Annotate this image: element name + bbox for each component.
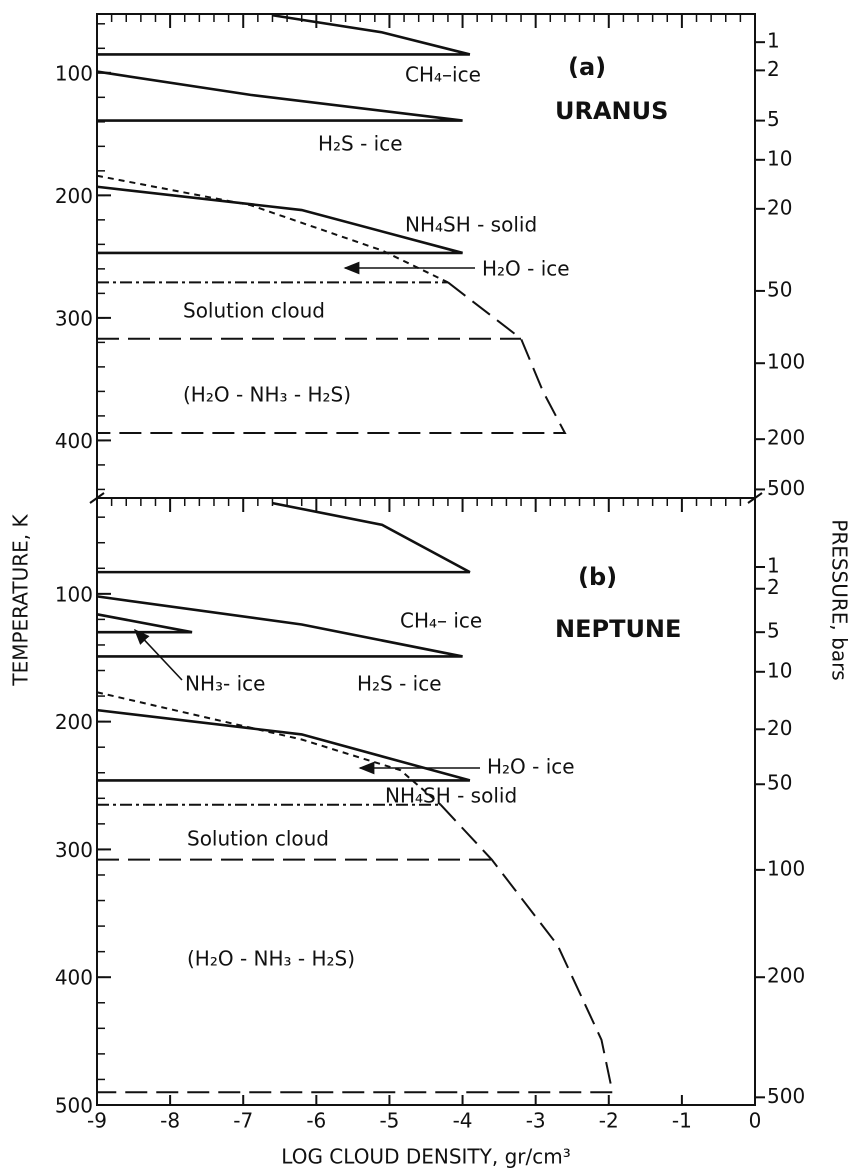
y2-tick-label: 200 — [767, 964, 805, 988]
y2-tick-label: 100 — [767, 350, 805, 374]
y2-tick-label: 20 — [767, 195, 792, 219]
x-tick-label: 0 — [749, 1109, 762, 1133]
y2-tick-label: 5 — [767, 619, 780, 643]
y2-tick-label: 2 — [767, 57, 780, 81]
plot-frame — [96, 497, 756, 1106]
arrow — [133, 628, 183, 681]
cloud-curve — [96, 708, 471, 782]
panel-label: (a) — [568, 53, 606, 81]
y2-tick-label: 100 — [767, 856, 805, 880]
y-tick-label: 100 — [55, 61, 93, 85]
annotation: NH₃- ice — [185, 672, 265, 696]
annotation: NH₄SH - solid — [385, 784, 517, 808]
y2-tick-label: 500 — [767, 1084, 805, 1108]
y2-tick-label: 50 — [767, 277, 792, 301]
cloud-curve — [96, 595, 463, 658]
x-tick-label: -3 — [526, 1109, 546, 1133]
x-tick-label: -7 — [233, 1109, 253, 1133]
y2-tick-label: 20 — [767, 716, 792, 740]
cloud-curve — [96, 70, 463, 122]
x-tick-label: -9 — [87, 1109, 107, 1133]
panel-title: URANUS — [555, 97, 668, 125]
y2-tick-label: 200 — [767, 426, 805, 450]
y2-tick-label: 2 — [767, 575, 780, 599]
x-axis-label: LOG CLOUD DENSITY, gr/cm³ — [281, 1145, 570, 1169]
x-tick-label: -2 — [599, 1109, 619, 1133]
x-tick-label: -1 — [672, 1109, 692, 1133]
cloud-curve — [97, 804, 614, 1094]
annotation: (H₂O - NH₃ - H₂S) — [183, 383, 351, 407]
y2-tick-label: 10 — [767, 146, 792, 170]
y-tick-label: 200 — [55, 710, 93, 734]
annotation: H₂S - ice — [318, 132, 403, 156]
y-tick-label: 400 — [55, 966, 93, 990]
annotation: H₂O - ice — [482, 257, 570, 281]
annotation: H₂S - ice — [357, 672, 442, 696]
annotation: CH₄– ice — [400, 609, 482, 633]
cloud-curve — [96, 613, 193, 634]
cloud-curve — [96, 185, 463, 255]
panel-title: NEPTUNE — [555, 615, 681, 643]
y2-tick-label: 500 — [767, 476, 805, 500]
annotation: Solution cloud — [187, 827, 329, 851]
cloud-curve — [97, 501, 471, 574]
y2-tick-label: 1 — [767, 29, 780, 53]
y-tick-label: 300 — [55, 306, 93, 330]
annotation: H₂O - ice — [487, 755, 575, 779]
x-tick-label: -5 — [379, 1109, 399, 1133]
annotation: NH₄SH - solid — [405, 213, 537, 237]
panel-label: (b) — [578, 563, 617, 591]
x-tick-label: -6 — [306, 1109, 326, 1133]
y-tick-label: 500 — [55, 1094, 93, 1118]
y2-tick-label: 5 — [767, 107, 780, 131]
y-tick-label: 300 — [55, 838, 93, 862]
y2-tick-label: 1 — [767, 554, 780, 578]
y2-tick-label: 10 — [767, 658, 792, 682]
y2-tick-label: 50 — [767, 771, 792, 795]
y-tick-label: 100 — [55, 582, 93, 606]
y-axis-label: TEMPERATURE, K — [9, 514, 33, 687]
cloud-curve — [97, 281, 567, 435]
y2-axis-label: PRESSURE, bars — [828, 519, 852, 680]
x-tick-label: -8 — [160, 1109, 180, 1133]
annotation: (H₂O - NH₃ - H₂S) — [187, 947, 355, 971]
annotation: CH₄–ice — [405, 63, 481, 87]
x-tick-label: -4 — [453, 1109, 473, 1133]
y-tick-label: 200 — [55, 184, 93, 208]
annotation: Solution cloud — [183, 299, 325, 323]
cloud-curve — [96, 174, 449, 284]
y-tick-label: 400 — [55, 429, 93, 453]
cloud-curve — [97, 13, 471, 56]
